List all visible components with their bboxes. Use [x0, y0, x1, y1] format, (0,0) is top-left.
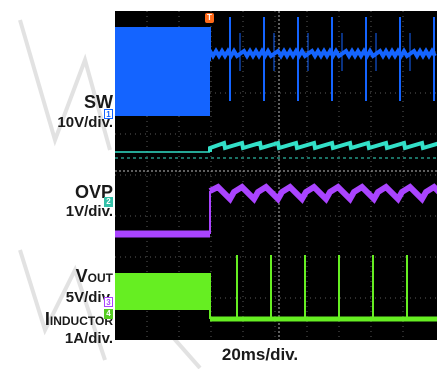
iinductor-scale: 1A/div.	[64, 330, 113, 347]
oscilloscope-screen	[115, 11, 437, 340]
trigger-marker: T	[205, 13, 214, 23]
sw-switching-block	[115, 27, 210, 116]
vout-label: VOUT	[75, 266, 113, 286]
time-scale-label: 20ms/div.	[221, 345, 299, 364]
ovp-trace-after	[208, 140, 437, 152]
ch1-marker: 1	[104, 109, 113, 119]
vout-trace-after	[208, 183, 437, 204]
iinductor-switching-block	[115, 273, 210, 310]
ovp-scale: 1V/div.	[65, 203, 113, 220]
vout-scale: 5V/div.	[65, 289, 113, 306]
sw-scale: 10V/div.	[57, 114, 113, 131]
sw-trace	[208, 43, 437, 60]
ch2-marker: 2	[104, 197, 113, 207]
ovp-label: OVP	[74, 182, 113, 202]
iinductor-label: IINDUCTOR	[44, 309, 113, 329]
scope-plot	[115, 11, 437, 340]
ch3-marker: 3	[104, 297, 113, 307]
sw-label: SW	[84, 92, 113, 112]
ch4-marker: 4	[104, 309, 113, 319]
